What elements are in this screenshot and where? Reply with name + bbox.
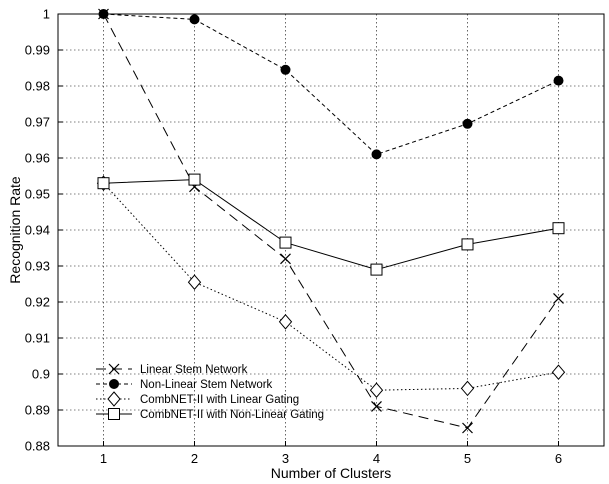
series-line: [103, 13, 559, 429]
filled-circle-marker: [553, 75, 564, 86]
x-marker: [462, 422, 473, 434]
diamond-marker: [369, 382, 384, 398]
square-marker: [279, 236, 292, 249]
x-tick-label: 6: [555, 451, 562, 466]
y-tick-label: 0.98: [25, 79, 50, 94]
legend-label: CombNET-II with Non-Linear Gating: [140, 409, 324, 421]
x-tick-label: 2: [191, 451, 198, 466]
x-tick-label: 1: [100, 451, 107, 466]
y-tick-label: 0.96: [25, 151, 50, 166]
x-tick-label: 5: [464, 451, 471, 466]
y-axis-label: Recognition Rate: [7, 176, 23, 284]
diamond-marker: [551, 364, 566, 380]
y-tick-label: 0.92: [25, 295, 50, 310]
x-marker: [280, 253, 291, 265]
y-tick-label: 0.89: [25, 403, 50, 418]
legend-label: CombNET-II with Linear Gating: [140, 394, 299, 406]
square-marker: [188, 173, 201, 186]
square-marker: [461, 238, 474, 251]
x-marker: [371, 400, 382, 412]
filled-circle-marker: [371, 149, 382, 160]
diamond-marker: [187, 274, 202, 290]
filled-circle-marker: [189, 14, 200, 25]
x-tick-label: 4: [373, 451, 380, 466]
x-marker: [108, 363, 120, 375]
x-axis-label: Number of Clusters: [271, 465, 392, 481]
legend-label: Non-Linear Stem Network: [140, 379, 273, 391]
y-tick-label: 0.99: [25, 43, 50, 58]
y-tick-label: 0.94: [25, 223, 50, 238]
filled-circle-marker: [280, 64, 291, 75]
square-marker: [552, 222, 565, 235]
y-tick-label: 0.91: [25, 331, 50, 346]
diamond-marker: [278, 314, 293, 330]
filled-circle-marker: [462, 118, 473, 129]
series-line: [103, 179, 559, 271]
y-tick-label: 0.9: [32, 367, 50, 382]
x-tick-label: 3: [282, 451, 289, 466]
diamond-marker: [107, 391, 121, 407]
diamond-marker: [460, 380, 475, 397]
y-tick-label: 0.93: [25, 259, 50, 274]
x-marker: [553, 292, 564, 304]
y-tick-label: 1: [43, 7, 50, 22]
data-markers: [96, 8, 566, 434]
legend: Linear Stem Network Non-Linear Stem Netwo…: [96, 363, 324, 421]
y-tick-label: 0.95: [25, 187, 50, 202]
series-line: [103, 182, 559, 391]
legend-label: Linear Stem Network: [140, 364, 248, 376]
filled-circle-marker: [109, 379, 119, 389]
square-marker: [370, 263, 383, 276]
y-tick-label: 0.97: [25, 115, 50, 130]
square-marker: [97, 177, 110, 190]
axis-ticks: 1 2 3 4 5 6 0.88 0.89 0.9 0.91 0.92 0.93 0.94 0.95 0.9…: [25, 7, 562, 467]
square-marker: [108, 408, 120, 420]
series-lines: [103, 13, 559, 429]
y-tick-label: 0.88: [25, 439, 50, 454]
